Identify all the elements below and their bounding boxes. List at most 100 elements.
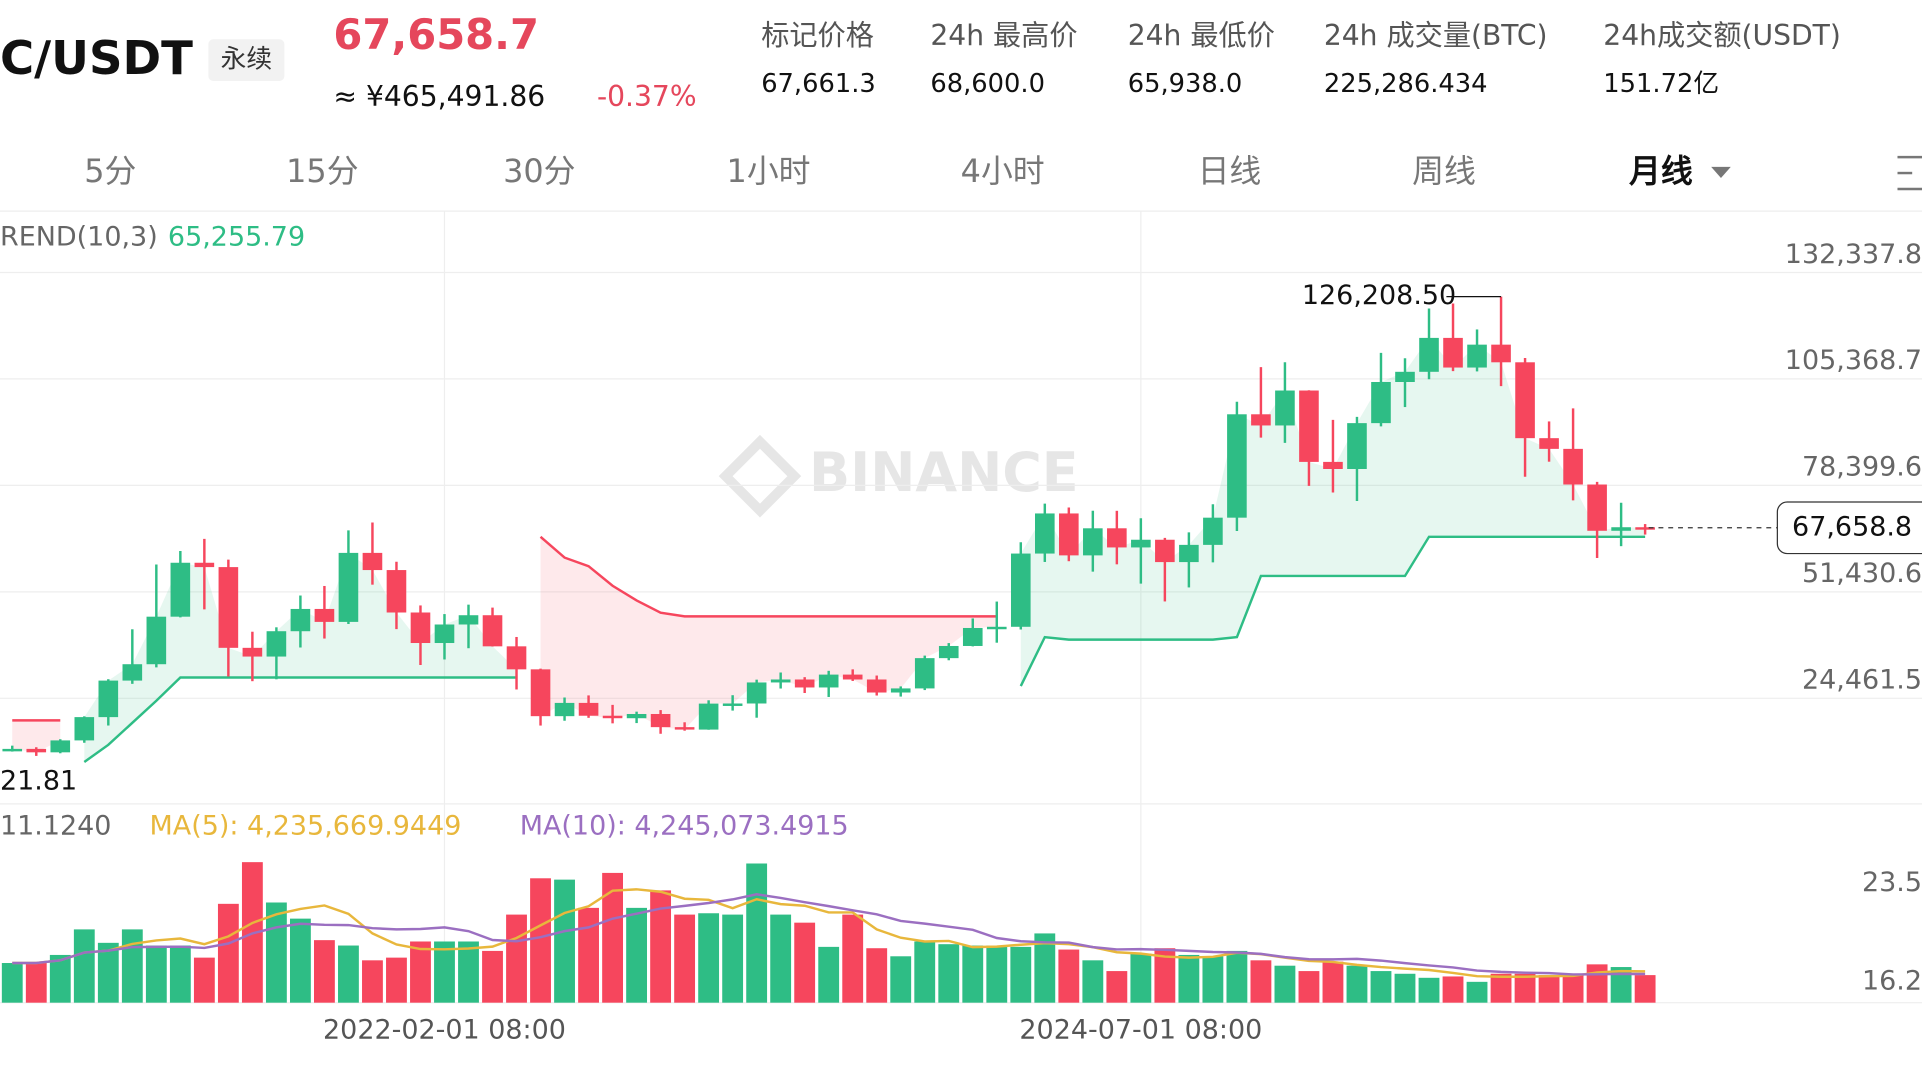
interval-tab[interactable]: 5分 bbox=[84, 152, 136, 190]
stat-value: 65,938.0 bbox=[1128, 69, 1243, 99]
volume-bar bbox=[578, 907, 599, 1003]
candle-body bbox=[602, 715, 623, 719]
volume-bar bbox=[1130, 953, 1152, 1003]
candle-body bbox=[578, 702, 599, 716]
volume-bar bbox=[1562, 975, 1584, 1003]
volume-bar bbox=[938, 944, 960, 1003]
candle-body bbox=[290, 608, 311, 632]
candle-body bbox=[1107, 528, 1127, 548]
tag-bg bbox=[208, 39, 285, 81]
candle-body bbox=[482, 615, 503, 647]
dropdown-arrow[interactable] bbox=[1711, 166, 1731, 178]
volume-bar bbox=[121, 929, 143, 1003]
candle-body bbox=[314, 608, 335, 622]
volume-bar bbox=[145, 945, 167, 1003]
volume-bar bbox=[722, 914, 744, 1003]
volume-bar bbox=[818, 946, 840, 1003]
stat-value: 151.72亿 bbox=[1603, 69, 1719, 99]
interval-tab[interactable]: 4小时 bbox=[961, 152, 1045, 190]
volume-bar bbox=[698, 913, 720, 1003]
trend-line bbox=[83, 676, 517, 763]
candle-body bbox=[1587, 484, 1607, 531]
volume-bar bbox=[770, 914, 792, 1003]
volume-bar bbox=[289, 918, 311, 1003]
price-cny: ≈ ¥465,491.86 bbox=[333, 80, 545, 113]
interval-tab[interactable]: 15分 bbox=[286, 152, 358, 190]
candle-body bbox=[410, 612, 431, 644]
volume-bar bbox=[914, 941, 936, 1003]
volume-bar bbox=[1034, 933, 1056, 1003]
y-tick-label: 51,430.6 bbox=[1802, 558, 1922, 589]
candle-body bbox=[1083, 528, 1103, 556]
volume-bar bbox=[746, 863, 768, 1003]
interval-tab[interactable]: 30分 bbox=[503, 152, 575, 190]
candle-body bbox=[1275, 390, 1295, 426]
interval-tab[interactable]: 周线 bbox=[1412, 152, 1476, 190]
volume-bar bbox=[1466, 981, 1488, 1003]
volume-bar bbox=[1418, 977, 1440, 1003]
volume-bar bbox=[602, 872, 623, 1003]
volume-bar bbox=[314, 940, 335, 1003]
volume-bar bbox=[506, 914, 527, 1003]
candle-body bbox=[194, 562, 215, 568]
volume-bar bbox=[1010, 946, 1032, 1003]
volume-bar bbox=[1394, 973, 1416, 1003]
volume-bar bbox=[1490, 973, 1512, 1003]
ma-line bbox=[12, 893, 1646, 976]
volume-bar bbox=[338, 945, 359, 1003]
candle-body bbox=[842, 674, 863, 680]
volume-bar bbox=[49, 954, 71, 1003]
contract-tag: 永续 bbox=[221, 45, 272, 75]
trend-fill bbox=[12, 720, 61, 753]
candle-body bbox=[1034, 513, 1055, 554]
stat-label: 24h成交额(USDT) bbox=[1603, 19, 1841, 52]
y-tick-label: 105,368.7 bbox=[1785, 345, 1922, 376]
candle-body bbox=[50, 740, 71, 753]
candle-body bbox=[1155, 539, 1175, 563]
volume-bar bbox=[1610, 967, 1632, 1003]
candle-body bbox=[266, 631, 287, 657]
volume-bar bbox=[193, 957, 215, 1003]
interval-tab[interactable]: 1小时 bbox=[727, 152, 811, 190]
menu-icon[interactable] bbox=[1897, 155, 1922, 191]
stat-value: 68,600.0 bbox=[930, 69, 1045, 99]
volume-bar bbox=[1274, 965, 1296, 1003]
interval-tab[interactable]: 月线 bbox=[1629, 152, 1693, 190]
candle-body bbox=[866, 679, 887, 693]
candle-body bbox=[746, 682, 767, 704]
candle-body bbox=[1371, 381, 1391, 424]
y-tick-label: 24,461.5 bbox=[1802, 665, 1922, 696]
candle-body bbox=[938, 645, 959, 659]
indicator-label: REND(10,3) bbox=[0, 222, 158, 253]
interval-tab[interactable]: 日线 bbox=[1198, 152, 1262, 190]
volume-bar bbox=[554, 879, 575, 1003]
volume-bar bbox=[458, 941, 479, 1003]
candle-body bbox=[1227, 414, 1247, 518]
volume-bar bbox=[1514, 973, 1536, 1003]
candle-body bbox=[1515, 362, 1535, 439]
candle-body bbox=[170, 562, 191, 617]
volume-bar bbox=[1370, 971, 1392, 1003]
candle-body bbox=[626, 713, 647, 719]
y-tick-label: 78,399.6 bbox=[1802, 452, 1922, 483]
volume-bar bbox=[1346, 965, 1368, 1003]
ma-line bbox=[12, 888, 1646, 978]
volume-bar bbox=[1322, 961, 1344, 1003]
candle-body bbox=[122, 664, 143, 681]
candle-body bbox=[650, 713, 671, 728]
candle-body bbox=[530, 669, 551, 717]
price: 67,658.7 bbox=[333, 10, 539, 59]
volume-bar bbox=[73, 929, 95, 1003]
high-label: 126,208.50 bbox=[1302, 280, 1456, 311]
volume-bar bbox=[1154, 948, 1176, 1003]
candle-body bbox=[914, 658, 935, 689]
candle-body bbox=[1323, 461, 1343, 470]
candle-body bbox=[1395, 371, 1415, 382]
candle-body bbox=[1491, 344, 1511, 363]
candle-body bbox=[1059, 513, 1079, 556]
candle-body bbox=[506, 646, 527, 670]
candle-body bbox=[1010, 553, 1031, 627]
ma5-legend: MA(5): 4,235,669.9449 bbox=[150, 811, 462, 842]
volume-bar bbox=[794, 922, 816, 1003]
